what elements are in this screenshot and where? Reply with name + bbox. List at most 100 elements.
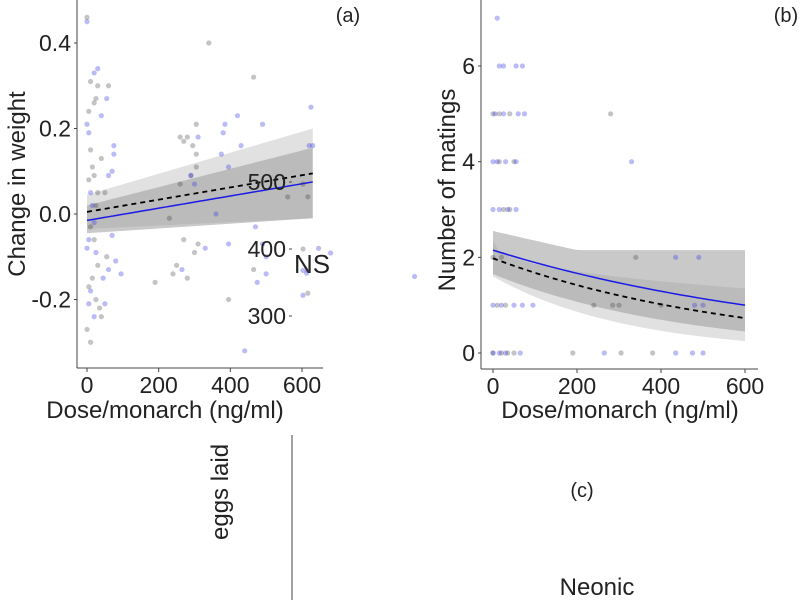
data-point-gray [105,83,112,89]
data-point-blue [498,302,504,308]
x-tick-label: 600 [726,373,764,399]
data-point-gray [181,237,187,243]
data-point-gray [507,206,513,213]
data-point-blue [105,172,112,179]
y-tick-label: 0.2 [39,116,71,142]
data-point-blue [492,111,498,117]
data-point-gray [225,296,232,303]
data-point-gray [490,111,496,117]
data-point-blue [84,121,90,127]
data-point-blue [195,134,201,140]
data-point-gray [170,271,176,277]
data-point-gray [300,181,306,187]
data-point-gray [177,181,183,187]
y-axis-label: Change in weight [4,91,31,277]
data-point-blue [213,211,219,217]
data-point-gray [84,326,90,333]
x-tick-label: 0 [487,373,500,399]
y-tick-label: 2 [462,244,475,270]
annotation: Neonic [560,574,635,600]
data-point-blue [696,254,702,260]
data-point-blue [308,104,314,110]
data-point-gray [102,190,108,196]
data-point-gray [89,164,95,170]
data-point-gray [181,138,187,144]
confidence-band-solid [87,147,313,234]
data-point-gray [95,190,101,196]
data-point-gray [173,262,180,268]
data-point-blue [86,130,92,136]
data-point-gray [610,302,616,308]
data-point-blue [259,241,266,247]
panel-label: (c) [570,480,593,502]
data-point-blue [517,350,523,356]
x-tick-label: 200 [139,372,177,398]
data-point-blue [310,143,316,149]
data-point-blue [500,63,507,69]
data-point-blue [530,302,536,308]
data-point-gray [496,159,502,165]
x-tick-label: 400 [642,373,680,399]
fit-line-solid [492,249,746,306]
data-point-gray [87,224,94,230]
data-point-gray [503,302,509,308]
data-point-blue [254,279,260,285]
data-point-gray [95,262,101,268]
data-point-gray [498,350,504,356]
data-point-blue [98,113,104,119]
data-point-gray [616,302,622,308]
x-tick-label: 600 [283,372,321,398]
x-tick-label: 200 [558,373,596,399]
data-point-gray [618,350,624,356]
data-point-blue [100,275,106,281]
data-point-gray [98,155,104,162]
data-point-gray [500,206,507,213]
data-point-gray [285,194,291,200]
data-point-gray [633,254,639,260]
data-point-blue [222,121,228,127]
data-point-gray [507,111,513,117]
data-point-gray [511,350,517,356]
x-axis-label: Dose/monarch (ng/ml) [46,397,283,424]
data-point-gray [93,296,99,303]
data-point-gray [87,78,94,85]
data-point-blue [105,266,112,273]
data-point-gray [188,172,194,179]
data-point-blue [104,95,110,102]
data-point-blue [225,164,232,170]
data-point-blue [494,15,500,21]
data-point-gray [95,83,101,89]
panel-c: 300 400 500 eggs laid (c) Neonic [207,169,634,600]
data-point-blue [89,202,95,209]
data-point-gray [93,202,99,209]
data-point-blue [102,301,108,307]
x-tick-label: 0 [81,372,94,398]
data-point-blue [111,151,117,157]
data-point-gray [86,177,92,183]
data-point-blue [179,266,185,273]
data-point-blue [218,151,224,157]
data-point-gray [190,143,196,149]
data-point-blue [87,288,94,294]
data-point-blue [503,350,509,356]
data-point-blue [601,350,607,356]
data-point-gray [87,339,94,345]
data-point-gray [84,14,90,20]
data-point-gray [86,284,92,290]
data-point-blue [111,143,117,149]
fit-line-dashed [86,172,313,213]
data-point-blue [490,206,496,213]
data-point-blue [673,254,679,260]
data-point-gray [177,134,183,140]
data-point-blue [234,113,241,119]
data-point-gray [570,350,576,356]
data-point-blue [109,168,115,174]
data-point-gray [305,267,311,274]
data-point-gray [191,249,198,256]
data-point-blue [91,219,97,226]
data-point-blue [689,350,696,356]
data-point-blue [629,159,635,165]
data-point-gray [98,314,104,320]
